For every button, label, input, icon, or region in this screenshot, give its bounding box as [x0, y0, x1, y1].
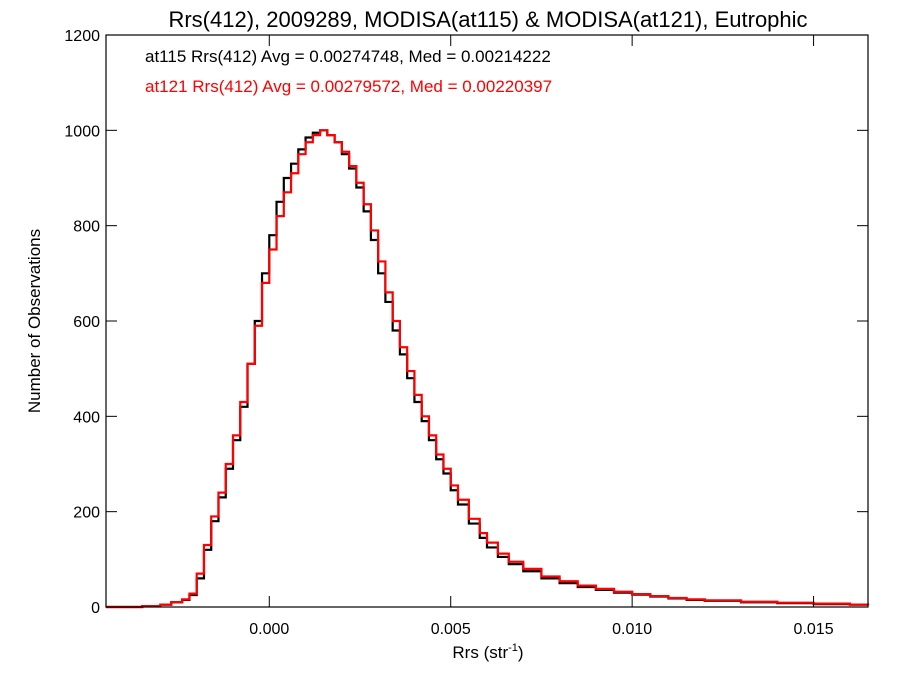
x-axis-title-main: Rrs (str	[452, 643, 508, 662]
y-tick-label-5: 1000	[64, 123, 100, 140]
x-axis-title: Rrs (str-1)	[452, 642, 523, 662]
plot-frame	[105, 34, 869, 608]
y-tick-label-6: 1200	[64, 28, 100, 45]
x-axis-title-superscript: -1	[508, 642, 518, 654]
y-tick-label-3: 600	[73, 314, 100, 331]
series-layer	[106, 129, 870, 609]
x-axis-title-end: )	[518, 643, 524, 662]
x-tick-label-0: 0.000	[249, 621, 289, 638]
y-tick-label-4: 800	[73, 219, 100, 236]
legend-entry-at121: at121 Rrs(412) Avg = 0.00279572, Med = 0…	[145, 77, 552, 96]
x-tick-label-1: 0.005	[431, 621, 471, 638]
series-line-at121	[106, 129, 870, 609]
x-tick-label-3: 0.015	[794, 621, 834, 638]
x-tick-label-2: 0.010	[612, 621, 652, 638]
y-tick-label-0: 0	[91, 600, 100, 617]
legend-entry-at115: at115 Rrs(412) Avg = 0.00274748, Med = 0…	[145, 47, 551, 66]
legend: at115 Rrs(412) Avg = 0.00274748, Med = 0…	[145, 47, 552, 96]
y-tick-label-2: 400	[73, 409, 100, 426]
chart-title: Rrs(412), 2009289, MODISA(at115) & MODIS…	[168, 7, 807, 32]
ticks-layer: 0.000 0.005 0.010 0.015 0 200 400 600 800 1000 120…	[64, 28, 868, 638]
y-tick-label-1: 200	[73, 505, 100, 522]
y-axis-title: Number of Observations	[25, 229, 44, 413]
